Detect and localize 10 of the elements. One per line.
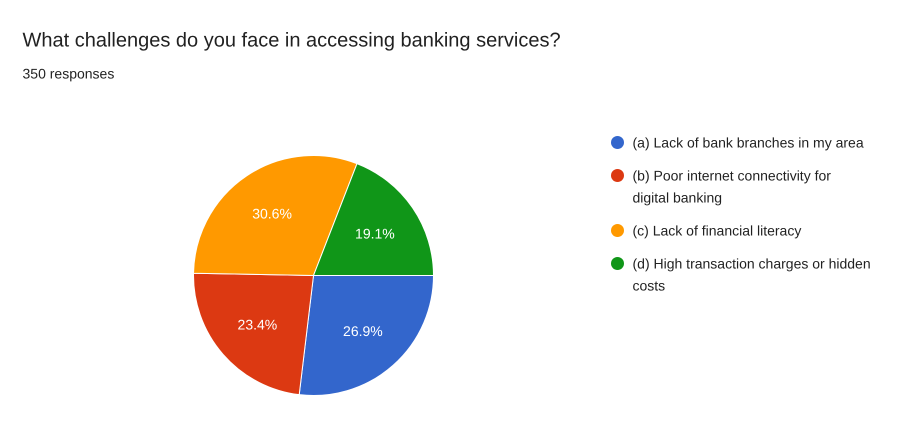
data-label: 26.9% xyxy=(343,323,383,340)
text: 350 responses xyxy=(22,66,114,82)
data-label: 19.1% xyxy=(355,225,395,242)
legend-label: (c) Lack of financial literacy xyxy=(632,222,802,238)
data-label: 23.4% xyxy=(238,316,278,332)
legend-label: (d) High transaction charges or hidden costs xyxy=(632,256,871,294)
data-label: 30.6% xyxy=(252,206,292,222)
chart-title: What challenges do you face in accessing banking services? xyxy=(22,30,561,52)
legend-label: (a) Lack of bank branches in my area xyxy=(632,134,864,150)
legend-label: (b) Poor internet connectivity for digital banking xyxy=(632,168,832,206)
